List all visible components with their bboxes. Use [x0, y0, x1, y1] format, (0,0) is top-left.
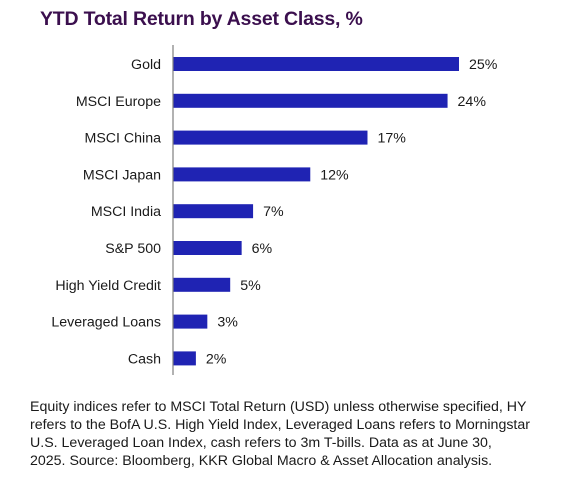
data-label: 6% — [252, 241, 273, 257]
bar — [173, 241, 242, 255]
category-label: Gold — [131, 57, 161, 73]
chart-footnote: Equity indices refer to MSCI Total Retur… — [30, 399, 530, 469]
chart-title: YTD Total Return by Asset Class, % — [40, 8, 363, 30]
data-label: 3% — [217, 315, 238, 331]
bar — [173, 167, 311, 182]
category-label: MSCI India — [91, 204, 161, 220]
data-label: 5% — [240, 278, 261, 294]
category-label: MSCI China — [85, 131, 162, 147]
bar — [173, 204, 254, 219]
category-label: S&P 500 — [105, 241, 161, 257]
category-label: MSCI Japan — [83, 167, 161, 183]
bar — [173, 351, 196, 366]
data-label: 17% — [377, 131, 406, 147]
bar — [173, 93, 448, 108]
category-label: Leveraged Loans — [51, 315, 161, 331]
category-label: MSCI Europe — [76, 94, 161, 110]
data-label: 24% — [458, 94, 487, 110]
category-label: Cash — [128, 351, 161, 367]
bar-chart: Gold 25% MSCI Europe 24% MSCI China 17% MSCI J… — [51, 45, 498, 375]
data-label: 12% — [320, 167, 349, 183]
bar — [173, 130, 368, 145]
bar — [173, 277, 231, 292]
data-label: 7% — [263, 204, 284, 220]
data-label: 2% — [206, 351, 227, 367]
bars-layer: Gold 25% MSCI Europe 24% MSCI China 17% MSCI J… — [51, 57, 498, 367]
data-label: 25% — [469, 57, 498, 73]
bar — [173, 57, 459, 71]
bar — [173, 314, 208, 329]
category-label: High Yield Credit — [55, 278, 161, 294]
